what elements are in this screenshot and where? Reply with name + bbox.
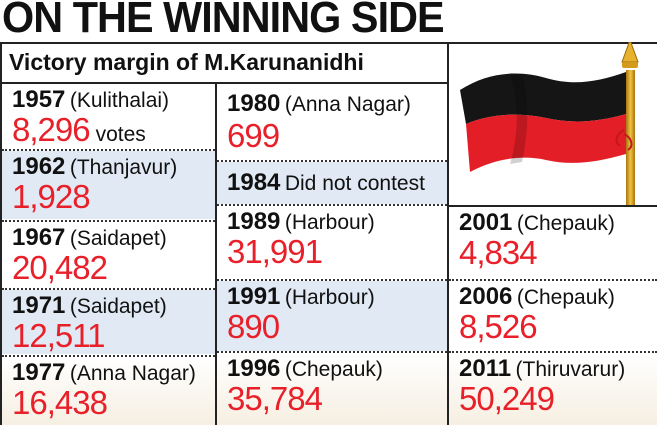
entry-place: Did not contest xyxy=(284,172,425,195)
entry-place: (Harbour) xyxy=(284,211,375,234)
entry-1957: 1957 (Kulithalai) 8,296 votes xyxy=(2,84,215,148)
entry-year: 1967 xyxy=(12,224,66,251)
entry-margin: 4,834 xyxy=(459,234,538,271)
page-title: ON THE WINNING SIDE xyxy=(2,0,445,42)
party-flag-icon xyxy=(460,38,639,205)
entry-year: 2011 xyxy=(459,355,512,382)
entry-1967: 1967 (Saidapet) 20,482 xyxy=(2,222,215,287)
entry-place: (Chepauk) xyxy=(284,358,383,381)
row-separator xyxy=(217,204,447,206)
entry-margin: 8,526 xyxy=(459,308,538,345)
entry-place: (Chepauk) xyxy=(516,212,615,235)
entry-1977: 1977 (Anna Nagar) 16,438 xyxy=(2,357,215,425)
frame-under-subtitle xyxy=(0,82,448,84)
entry-place: (Saidapet) xyxy=(69,227,167,250)
entry-margin: 50,249 xyxy=(459,380,555,417)
entry-year: 2001 xyxy=(459,209,513,236)
entry-year: 1996 xyxy=(227,355,281,382)
entry-place: (Chepauk) xyxy=(516,286,615,309)
row-separator xyxy=(217,279,447,281)
entry-place: (Harbour) xyxy=(284,286,375,309)
entry-margin: 1,928 xyxy=(12,178,91,215)
entry-margin: 8,296 xyxy=(12,111,91,148)
row-separator xyxy=(217,160,447,162)
entry-year: 1980 xyxy=(227,90,281,117)
entry-margin: 16,438 xyxy=(12,384,108,421)
row-separator xyxy=(2,220,215,222)
frame-divider-2 xyxy=(447,42,449,425)
subtitle: Victory margin of M.Karunanidhi xyxy=(9,49,364,75)
entry-margin: 31,991 xyxy=(227,233,323,270)
frame-right-top xyxy=(449,205,657,207)
row-separator xyxy=(2,149,215,151)
entry-place: (Saidapet) xyxy=(69,295,167,318)
entry-place: (Thanjavur) xyxy=(69,156,178,179)
entry-1962: 1962 (Thanjavur) 1,928 xyxy=(2,151,215,219)
entry-year: 1991 xyxy=(227,283,281,310)
entry-2011: 2011 (Thiruvarur) 50,249 xyxy=(449,353,657,425)
entry-1980: 1980 (Anna Nagar) 699 xyxy=(217,84,447,160)
entry-1991: 1991 (Harbour) 890 xyxy=(217,281,447,351)
entry-2001: 2001 (Chepauk) 4,834 xyxy=(449,207,657,279)
row-separator xyxy=(217,351,447,353)
entry-1984: 1984 Did not contest xyxy=(217,162,447,204)
frame-left-line xyxy=(0,42,2,425)
entry-1971: 1971 (Saidapet) 12,511 xyxy=(2,290,215,354)
entry-margin: 890 xyxy=(227,308,280,345)
entry-year: 2006 xyxy=(459,283,513,310)
entry-year: 1971 xyxy=(12,292,66,319)
entry-year: 1962 xyxy=(12,153,66,180)
entry-margin: 699 xyxy=(227,117,280,154)
entry-year: 1977 xyxy=(12,359,66,386)
entry-2006: 2006 (Chepauk) 8,526 xyxy=(449,281,657,351)
row-separator xyxy=(449,279,657,281)
entry-place: (Anna Nagar) xyxy=(69,362,196,385)
entry-place: (Thiruvarur) xyxy=(515,358,626,381)
row-separator xyxy=(2,355,215,357)
row-separator xyxy=(2,288,215,290)
entry-place: (Anna Nagar) xyxy=(284,93,411,116)
entry-margin: 12,511 xyxy=(12,317,105,354)
flag-illustration xyxy=(448,38,657,205)
entry-unit: votes xyxy=(95,123,146,146)
entry-1996: 1996 (Chepauk) 35,784 xyxy=(217,353,447,425)
frame-divider-1 xyxy=(215,84,217,425)
entry-year: 1989 xyxy=(227,208,281,235)
entry-place: (Kulithalai) xyxy=(69,89,170,112)
entry-margin: 20,482 xyxy=(12,249,108,286)
entry-year: 1984 xyxy=(227,169,281,196)
entry-1989: 1989 (Harbour) 31,991 xyxy=(217,206,447,279)
row-separator xyxy=(449,351,657,353)
entry-margin: 35,784 xyxy=(227,380,323,417)
entry-year: 1957 xyxy=(12,86,66,113)
frame-top-line xyxy=(0,42,657,44)
